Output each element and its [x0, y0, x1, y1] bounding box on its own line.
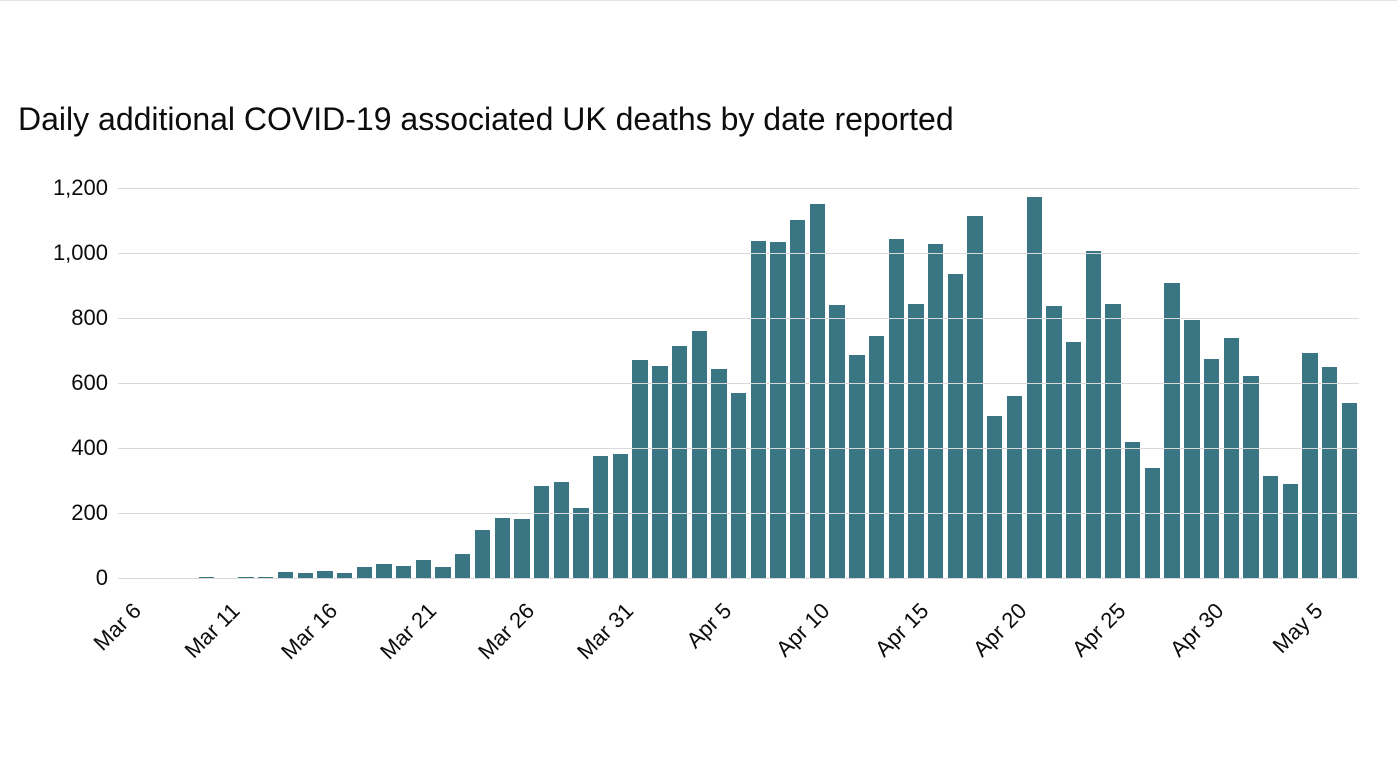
x-axis-label: Apr 25: [1067, 598, 1131, 662]
bar: [928, 244, 943, 578]
x-axis-label: Apr 30: [1165, 598, 1229, 662]
bar: [357, 567, 372, 578]
bar: [1145, 468, 1160, 578]
y-axis-label: 200: [28, 500, 108, 526]
bar: [573, 508, 588, 578]
bar: [1224, 338, 1239, 578]
plot-area: 02004006008001,0001,200: [118, 188, 1359, 578]
x-axis-label: Mar 21: [375, 598, 442, 665]
bar: [731, 393, 746, 578]
bar: [317, 571, 332, 578]
bar: [1105, 304, 1120, 578]
y-axis-label: 400: [28, 435, 108, 461]
bar: [1125, 442, 1140, 579]
x-axis-label: Apr 10: [771, 598, 835, 662]
bar: [1046, 306, 1061, 578]
bar: [435, 567, 450, 578]
gridline: [118, 513, 1359, 514]
bar: [692, 331, 707, 578]
bar: [1283, 484, 1298, 578]
bar: [1302, 353, 1317, 578]
bar: [652, 366, 667, 578]
bar: [1243, 376, 1258, 578]
bar: [475, 530, 490, 578]
bar: [495, 518, 510, 578]
bar: [967, 216, 982, 578]
gridline: [118, 383, 1359, 384]
x-axis-label: Mar 6: [88, 598, 146, 656]
bar: [1164, 283, 1179, 578]
page: Daily additional COVID-19 associated UK …: [0, 0, 1397, 767]
x-axis-labels: Mar 6Mar 11Mar 16Mar 21Mar 26Mar 31Apr 5…: [118, 588, 1359, 678]
bar: [908, 304, 923, 578]
bar: [889, 239, 904, 578]
bar: [790, 220, 805, 578]
bar: [869, 336, 884, 578]
x-axis-label: Apr 20: [968, 598, 1032, 662]
bar: [396, 566, 411, 578]
bar: [534, 486, 549, 578]
x-axis-label: Mar 31: [572, 598, 639, 665]
gridline: [118, 448, 1359, 449]
x-axis-label: Apr 15: [870, 598, 934, 662]
x-axis-label: Apr 5: [682, 598, 738, 654]
bar: [751, 241, 766, 578]
bar: [1086, 251, 1101, 578]
bar: [770, 242, 785, 578]
x-axis-label: Mar 16: [276, 598, 343, 665]
bar: [455, 554, 470, 578]
bar: [416, 560, 431, 578]
x-axis-label: Mar 11: [179, 598, 245, 664]
gridline: [118, 253, 1359, 254]
gridline: [118, 578, 1359, 579]
bar: [1322, 367, 1337, 578]
gridline: [118, 318, 1359, 319]
y-axis-label: 1,000: [28, 240, 108, 266]
bar: [632, 360, 647, 578]
bar: [849, 355, 864, 578]
bar: [1263, 476, 1278, 578]
gridline: [118, 188, 1359, 189]
bar: [987, 416, 1002, 578]
bar: [1204, 359, 1219, 578]
bar: [829, 305, 844, 578]
chart: 02004006008001,0001,200 Mar 6 Mar 11 Mar 1…: [18, 188, 1379, 688]
x-axis-label: Mar 26: [473, 598, 540, 665]
y-axis-label: 800: [28, 305, 108, 331]
y-axis-label: 0: [28, 565, 108, 591]
bar: [514, 519, 529, 578]
bar: [810, 204, 825, 578]
y-axis-label: 600: [28, 370, 108, 396]
bar: [554, 482, 569, 578]
bar: [948, 274, 963, 578]
chart-title: Daily additional COVID-19 associated UK …: [18, 101, 1379, 138]
bar: [1007, 396, 1022, 578]
bar: [711, 369, 726, 578]
x-axis-label: May 5: [1267, 598, 1328, 659]
bar: [613, 454, 628, 578]
bar: [1027, 197, 1042, 578]
bar: [593, 456, 608, 578]
y-axis-label: 1,200: [28, 175, 108, 201]
bar: [1066, 342, 1081, 578]
bar: [672, 346, 687, 578]
bar: [376, 564, 391, 578]
bar: [1342, 403, 1357, 578]
